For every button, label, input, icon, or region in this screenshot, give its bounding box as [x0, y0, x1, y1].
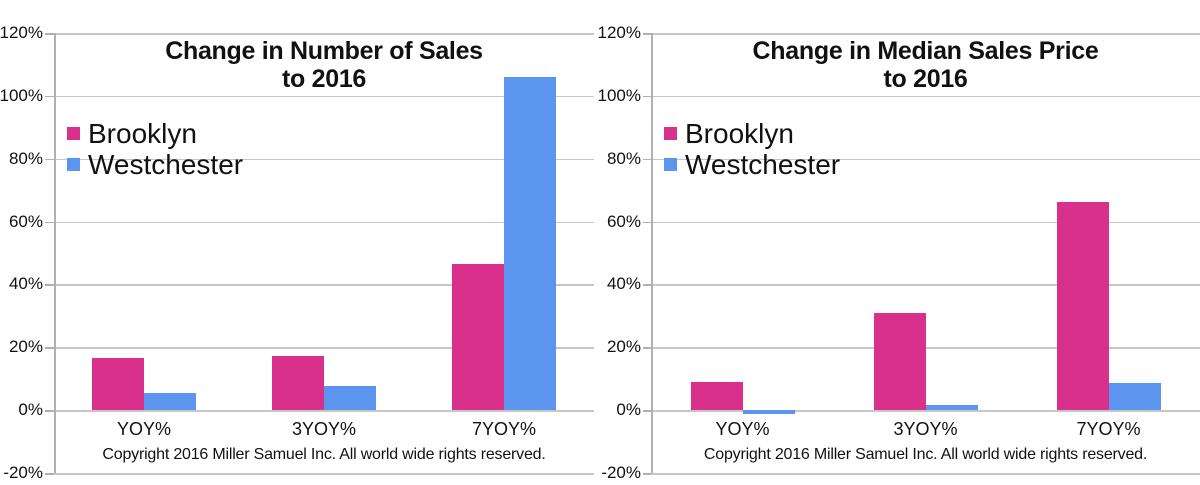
y-axis-label: 60%	[606, 211, 641, 231]
legend: Brooklyn Westchester	[67, 118, 243, 180]
legend-swatch-westchester	[664, 158, 677, 171]
gridline	[54, 95, 594, 98]
legend-swatch-westchester	[67, 158, 80, 171]
bar-brooklyn-3yoy	[272, 355, 324, 411]
x-axis-label-3yoy: 3YOY%	[893, 419, 958, 440]
chart-change-in-number-of-sales: Change in Number of Sales to 2016 Brookl…	[0, 23, 594, 482]
y-axis-tick	[45, 95, 54, 98]
y-axis-label: 0%	[18, 400, 43, 420]
gridline	[651, 473, 1200, 475]
gridline	[54, 347, 594, 349]
x-axis-label-yoy: YOY%	[715, 419, 770, 440]
y-axis-label: 120%	[597, 23, 641, 42]
x-axis-label-7yoy: 7YOY%	[1076, 419, 1141, 440]
gridline	[651, 410, 1200, 412]
y-axis-label: 60%	[8, 211, 43, 231]
y-axis-label: 120%	[0, 23, 43, 42]
chart-title-line-2: to 2016	[883, 65, 968, 93]
legend-item-brooklyn: Brooklyn	[67, 118, 243, 149]
legend-label-westchester: Westchester	[685, 149, 841, 180]
gridline	[54, 410, 594, 412]
gridline	[54, 221, 594, 224]
copyright-note: Copyright 2016 Miller Samuel Inc. All wo…	[102, 446, 546, 463]
bar-westchester-yoy	[742, 410, 795, 415]
gridline	[651, 284, 1200, 286]
gridline	[651, 33, 1200, 35]
y-axis-tick	[45, 158, 54, 161]
chart-title: Change in Number of Sales to 2016	[54, 37, 594, 93]
gridline	[651, 221, 1200, 224]
bar-brooklyn-3yoy	[873, 312, 926, 411]
bar-westchester-3yoy	[925, 405, 978, 411]
y-axis-label: 0%	[616, 400, 641, 420]
y-axis-label: 20%	[8, 337, 43, 357]
x-axis-label-7yoy: 7YOY%	[471, 419, 537, 440]
y-axis-label: 80%	[606, 148, 641, 168]
y-axis-tick	[643, 221, 651, 224]
gridline	[651, 347, 1200, 349]
y-axis-label: 80%	[8, 148, 43, 168]
y-axis-tick	[45, 33, 54, 35]
chart-change-in-median-sales-price: Change in Median Sales Price to 2016 Bro…	[598, 0, 1200, 485]
x-axis-label-yoy: YOY%	[116, 419, 172, 440]
bar-brooklyn-yoy	[690, 381, 743, 411]
y-axis-line	[54, 33, 56, 473]
chart-title-line-1: Change in Number of Sales	[165, 37, 483, 65]
y-axis-label: 20%	[606, 337, 641, 357]
y-axis-tick	[643, 158, 651, 161]
legend-item-brooklyn: Brooklyn	[664, 118, 840, 149]
legend-item-westchester: Westchester	[67, 149, 243, 180]
y-axis-tick	[643, 473, 651, 475]
y-axis-tick	[45, 284, 54, 286]
y-axis-tick	[45, 473, 54, 475]
y-axis-tick	[643, 284, 651, 286]
bar-westchester-7yoy	[1108, 382, 1161, 411]
y-axis-label: -20%	[3, 463, 43, 482]
legend: Brooklyn Westchester	[664, 118, 840, 180]
gridline	[54, 473, 594, 475]
x-axis-label-3yoy: 3YOY%	[291, 419, 357, 440]
chart-title-line-1: Change in Median Sales Price	[752, 37, 1099, 65]
y-axis-tick	[643, 410, 651, 412]
y-axis-label: 100%	[597, 85, 641, 105]
y-axis-tick	[643, 33, 651, 35]
bar-brooklyn-yoy	[92, 358, 144, 411]
gridline	[651, 95, 1200, 98]
gridline	[54, 33, 594, 35]
legend-label-brooklyn: Brooklyn	[685, 118, 794, 149]
y-axis-label: 100%	[0, 85, 43, 105]
gridline	[651, 158, 1200, 161]
y-axis-line	[651, 33, 653, 473]
bar-brooklyn-7yoy	[452, 264, 504, 411]
legend-label-brooklyn: Brooklyn	[88, 118, 197, 149]
bar-westchester-3yoy	[324, 385, 376, 411]
y-axis-label: 40%	[8, 274, 43, 294]
legend-label-westchester: Westchester	[88, 149, 244, 180]
y-axis-label: -20%	[601, 463, 641, 482]
y-axis-label: 40%	[606, 274, 641, 294]
chart-title-line-2: to 2016	[281, 65, 367, 93]
gridline	[54, 284, 594, 286]
legend-swatch-brooklyn	[664, 127, 677, 140]
gridline	[54, 158, 594, 161]
y-axis-tick	[45, 347, 54, 349]
bar-westchester-7yoy	[504, 77, 556, 411]
y-axis-tick	[643, 347, 651, 349]
legend-item-westchester: Westchester	[664, 149, 840, 180]
y-axis-tick	[643, 95, 651, 98]
bar-brooklyn-7yoy	[1056, 201, 1109, 411]
bar-westchester-yoy	[144, 392, 196, 411]
legend-swatch-brooklyn	[67, 127, 80, 140]
chart-title: Change in Median Sales Price to 2016	[651, 37, 1200, 93]
y-axis-tick	[45, 410, 54, 412]
y-axis-tick	[45, 221, 54, 224]
copyright-note: Copyright 2016 Miller Samuel Inc. All wo…	[703, 446, 1148, 463]
